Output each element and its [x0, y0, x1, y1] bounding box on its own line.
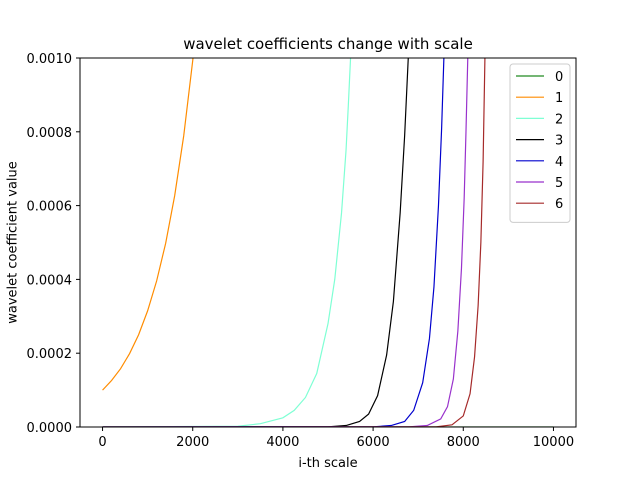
- x-tick-label: 8000: [447, 435, 480, 450]
- y-tick-label: 0.0006: [27, 200, 73, 215]
- x-tick-label: 10000: [533, 435, 574, 450]
- axes-layer: 0 2000 4000 6000 8000 10000 0.0000 0.0002 0.0004…: [27, 52, 577, 450]
- plot-frame: [79, 57, 577, 428]
- x-tick-label: 2000: [176, 435, 209, 450]
- y-tick-label: 0.0000: [27, 421, 73, 436]
- series-line-3: [102, 58, 409, 427]
- legend-label-1: 1: [555, 91, 563, 106]
- y-tick-label: 0.0004: [27, 273, 73, 288]
- legend: 0 1 2 3 4 5 6: [509, 63, 571, 223]
- y-tick-label: 0.0002: [27, 347, 73, 362]
- x-tick-label: 0: [98, 435, 106, 450]
- series-layer: [102, 58, 554, 427]
- series-line-5: [102, 58, 469, 427]
- legend-label-5: 5: [555, 176, 563, 191]
- y-tick-label: 0.0010: [27, 52, 73, 67]
- legend-label-0: 0: [555, 70, 563, 85]
- chart-title: wavelet coefficients change with scale: [183, 35, 473, 53]
- series-line-4: [102, 58, 445, 427]
- legend-label-6: 6: [555, 197, 563, 212]
- series-line-1: [102, 58, 194, 391]
- legend-label-4: 4: [555, 155, 563, 170]
- y-tick-label: 0.0008: [27, 126, 73, 141]
- legend-label-2: 2: [555, 112, 563, 127]
- x-axis-title: i-th scale: [298, 456, 357, 471]
- x-tick-label: 6000: [357, 435, 390, 450]
- series-line-2: [102, 58, 352, 427]
- y-axis-title: wavelet coefficient value: [6, 161, 21, 324]
- legend-box: [509, 63, 571, 223]
- x-tick-label: 4000: [266, 435, 299, 450]
- series-line-6: [102, 58, 486, 427]
- legend-label-3: 3: [555, 134, 563, 149]
